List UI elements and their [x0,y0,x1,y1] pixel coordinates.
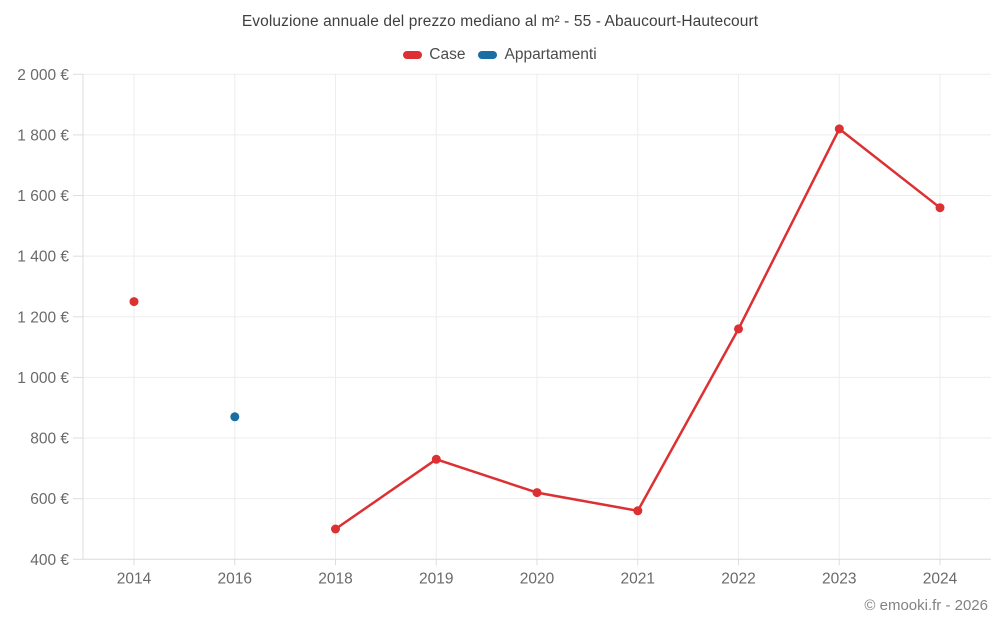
y-tick-label: 2 000 € [17,67,69,84]
y-tick-label: 1 200 € [17,309,69,326]
copyright-footer: © emooki.fr - 2026 [864,597,988,614]
y-tick-label: 1 800 € [17,127,69,144]
data-point-case-2024[interactable] [935,203,945,213]
x-tick-label: 2023 [822,570,856,587]
legend-item-case[interactable]: Case [403,46,465,64]
x-tick-label: 2020 [520,570,555,587]
legend-label-case: Case [429,46,466,63]
data-point-appartamenti-2016[interactable] [230,412,240,422]
x-tick-label: 2016 [218,570,252,587]
x-tick-label: 2021 [621,570,655,587]
chart-title: Evoluzione annuale del prezzo mediano al… [241,13,759,30]
data-point-case-2019[interactable] [431,454,441,464]
legend-swatch-appartamenti [478,51,498,59]
y-tick-label: 800 € [30,431,69,448]
data-point-case-2023[interactable] [834,124,844,134]
y-tick-label: 1 000 € [17,370,69,387]
legend: Case Appartamenti [0,46,1000,64]
legend-swatch-case [403,51,423,59]
y-tick-label: 1 400 € [17,249,69,266]
data-point-case-2018[interactable] [331,524,340,534]
y-tick-label: 400 € [30,552,69,569]
x-tick-label: 2019 [419,570,453,587]
legend-label-appartamenti: Appartamenti [504,46,597,63]
data-point-case-2014[interactable] [129,297,139,307]
y-tick-label: 600 € [30,491,69,508]
data-point-case-2022[interactable] [734,324,743,334]
data-point-case-2021[interactable] [633,506,643,516]
x-tick-label: 2014 [117,570,152,587]
x-tick-label: 2022 [721,570,755,587]
data-point-case-2020[interactable] [532,488,542,498]
x-tick-label: 2024 [923,570,958,587]
legend-item-appartamenti[interactable]: Appartamenti [478,46,597,64]
y-tick-label: 1 600 € [17,188,69,205]
x-tick-label: 2018 [318,570,352,587]
